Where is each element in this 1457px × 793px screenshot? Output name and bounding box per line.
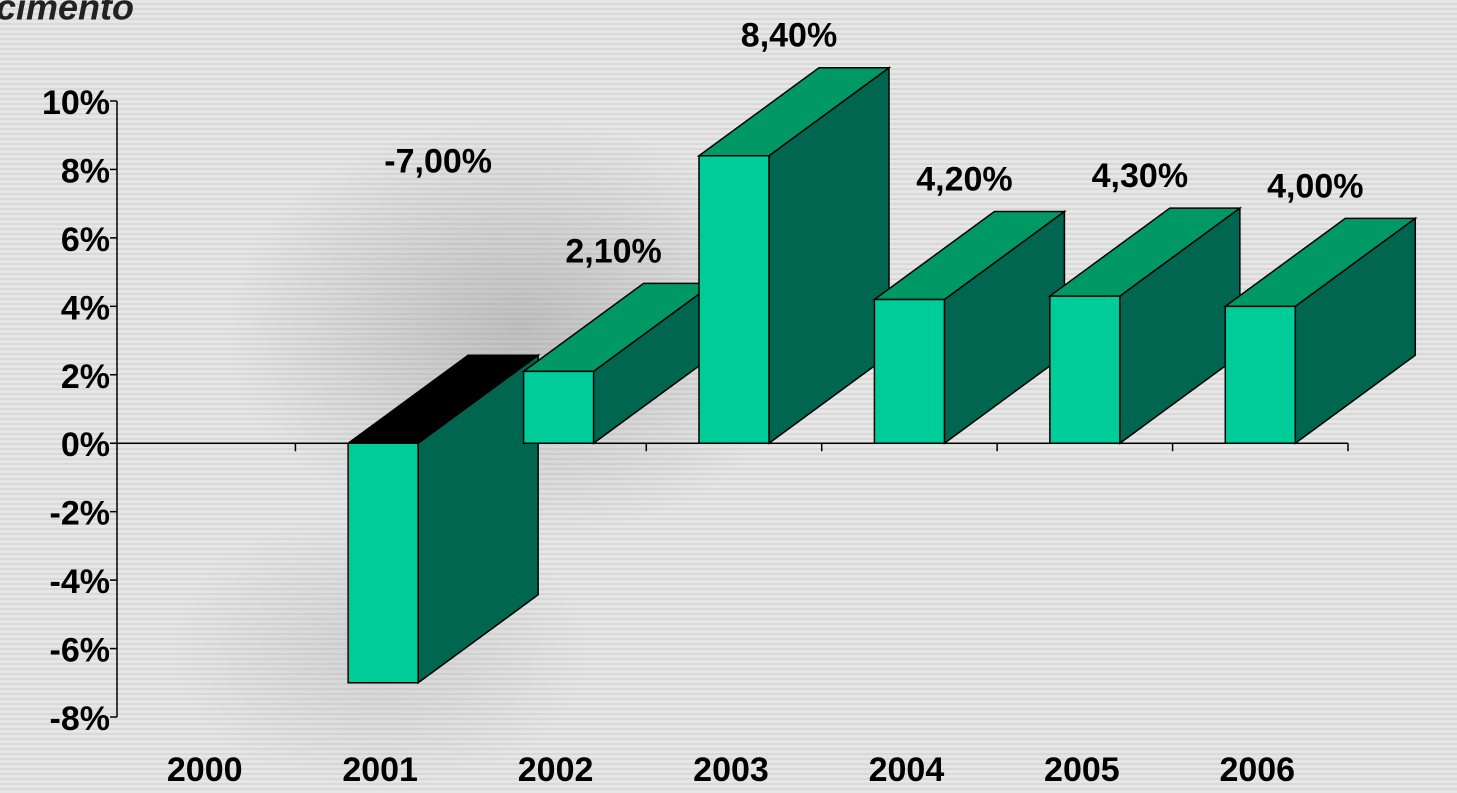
x-tick-label: 2000 (167, 751, 243, 789)
y-tick-label: 4% (61, 289, 110, 327)
bar (345, 353, 541, 685)
bar-front (347, 442, 419, 684)
bar-front (873, 298, 946, 444)
y-tick-label: 2% (61, 358, 110, 396)
bar-front (522, 370, 595, 444)
x-tick-label: 2004 (869, 751, 945, 789)
y-tick-label: 10% (42, 84, 110, 122)
x-tick-label: 2003 (693, 751, 769, 789)
value-label: -7,00% (384, 142, 492, 180)
value-label: 8,40% (741, 17, 837, 55)
x-tick-label: 2001 (342, 751, 418, 789)
chart-title: cimento (0, 0, 134, 28)
bar-front (698, 155, 770, 444)
y-tick-label: -2% (50, 495, 110, 533)
bar (1047, 206, 1243, 445)
y-tick-label: 8% (61, 152, 110, 190)
value-label: 4,00% (1267, 167, 1363, 205)
x-tick-label: 2005 (1044, 751, 1120, 789)
bar (521, 281, 716, 445)
bar (1222, 216, 1418, 445)
y-tick-label: -8% (50, 700, 110, 738)
y-tick-label: 6% (61, 221, 110, 259)
y-tick-label: -4% (50, 563, 110, 601)
bar (872, 210, 1067, 445)
value-label: 4,20% (916, 160, 1012, 198)
value-label: 4,30% (1092, 157, 1188, 195)
y-tick-label: -6% (50, 632, 110, 670)
bar (696, 66, 892, 445)
x-tick-label: 2006 (1219, 751, 1295, 789)
value-label: 2,10% (565, 232, 661, 270)
bar-front (1049, 295, 1121, 444)
y-tick-label: 0% (61, 426, 110, 464)
x-tick-label: 2002 (518, 751, 594, 789)
bar-front (1224, 305, 1297, 444)
